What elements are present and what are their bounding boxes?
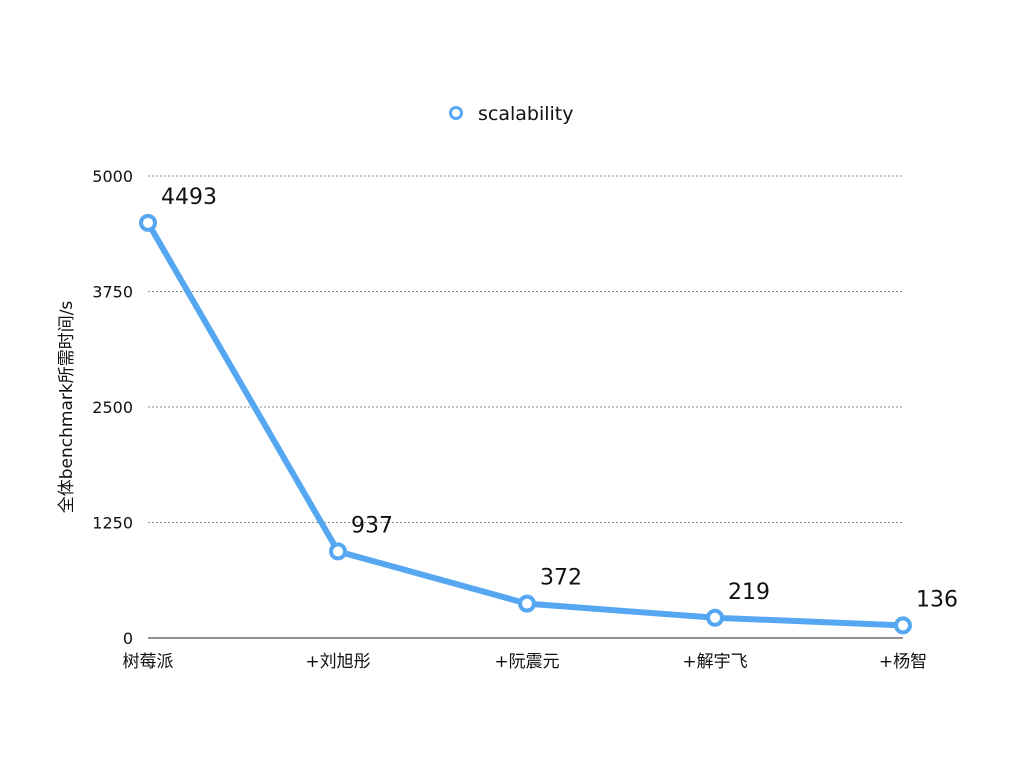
- data-label: 4493: [161, 185, 217, 210]
- data-point: [139, 213, 157, 232]
- x-tick-label: +刘旭彤: [305, 652, 370, 672]
- data-point: [329, 542, 347, 561]
- y-tick-label: 1250: [92, 514, 133, 533]
- x-tick-label: +阮震元: [494, 652, 559, 672]
- y-tick-label: 3750: [92, 283, 133, 302]
- gridlines: [148, 175, 903, 523]
- y-axis-label: 全体benchmark所需时间/s: [57, 301, 77, 514]
- series-line: [145, 219, 906, 629]
- legend-label: scalability: [478, 103, 574, 125]
- data-point: [518, 594, 536, 613]
- x-tick-labels: 树莓派 +刘旭彤 +阮震元 +解宇飞 +杨智: [123, 652, 928, 672]
- x-tick-label: +杨智: [879, 652, 927, 672]
- y-tick-label: 2500: [92, 398, 133, 417]
- series-scalability: 4493 937 372 219 136: [139, 185, 958, 635]
- data-point: [894, 616, 912, 635]
- y-tick-label: 5000: [92, 167, 133, 186]
- data-label: 136: [916, 587, 958, 612]
- legend-marker: [449, 106, 463, 120]
- data-point: [706, 608, 724, 627]
- y-tick-labels: 0 1250 2500 3750 5000: [92, 167, 133, 648]
- x-tick-label: +解宇飞: [682, 652, 747, 672]
- data-label: 219: [728, 580, 770, 605]
- legend: scalability: [449, 103, 574, 125]
- data-label: 937: [351, 513, 393, 538]
- y-tick-label: 0: [123, 629, 133, 648]
- x-tick-label: 树莓派: [123, 652, 174, 672]
- data-label: 372: [540, 566, 582, 591]
